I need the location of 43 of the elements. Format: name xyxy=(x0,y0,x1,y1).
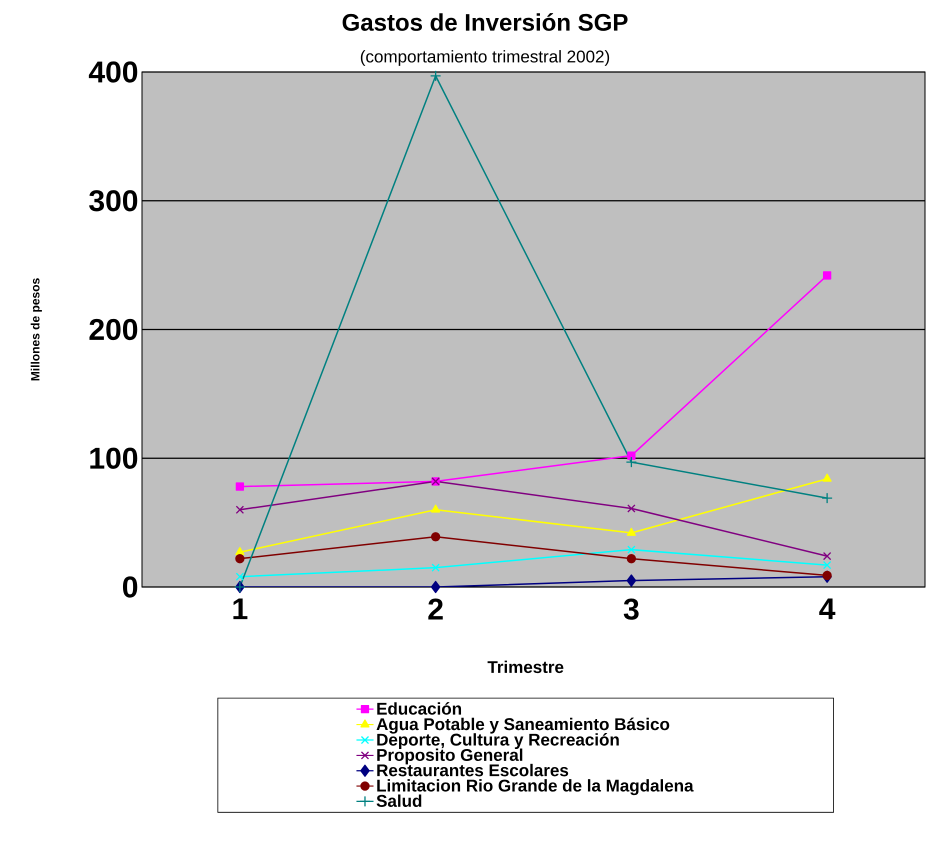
y-tick-label: 0 xyxy=(122,576,138,598)
chart-subtitle: (comportamiento trimestral 2002) xyxy=(360,50,610,66)
y-tick-label: 300 xyxy=(89,190,138,212)
x-axis-title: Trimestre xyxy=(488,660,564,674)
point xyxy=(431,563,440,572)
point xyxy=(822,570,832,580)
point xyxy=(236,506,244,514)
point xyxy=(822,552,832,560)
x-tick-label: 3 xyxy=(624,598,639,620)
point xyxy=(626,528,636,536)
y-tick-label: 400 xyxy=(88,61,138,83)
x-tick-label: 1 xyxy=(233,598,248,620)
point xyxy=(236,572,244,581)
point xyxy=(627,504,636,513)
legend-label: Limitacion Rio Grande de la Magdalena xyxy=(377,779,694,796)
point xyxy=(626,554,636,564)
legend-label: Educación xyxy=(377,702,462,715)
legend-label: Restaurantes Escolares xyxy=(377,764,568,776)
point xyxy=(627,452,636,460)
point xyxy=(235,547,244,556)
legend-label: Deporte, Cultura y Recreación xyxy=(377,733,619,750)
point xyxy=(821,492,833,504)
x-tick-label: 2 xyxy=(428,598,443,620)
y-axis-title: Millones de pesos xyxy=(30,278,42,380)
legend-label: Proposito General xyxy=(377,748,522,764)
point xyxy=(430,532,440,542)
point xyxy=(626,574,636,587)
x-tick-label: 4 xyxy=(819,598,836,620)
legend-label: Salud xyxy=(376,794,422,807)
point xyxy=(822,474,832,482)
chart-title: Gastos de Inversión SGP xyxy=(342,13,628,31)
point xyxy=(822,271,832,280)
point xyxy=(236,482,244,491)
legend-label: Agua Potable y Saneamiento Básico xyxy=(376,718,670,734)
point xyxy=(431,504,440,513)
point xyxy=(430,70,442,82)
point xyxy=(627,545,636,554)
point xyxy=(235,554,245,564)
y-tick-label: 200 xyxy=(89,318,138,340)
point xyxy=(430,580,440,594)
point xyxy=(626,456,638,468)
y-tick-label: 100 xyxy=(90,448,138,469)
point xyxy=(822,560,832,570)
